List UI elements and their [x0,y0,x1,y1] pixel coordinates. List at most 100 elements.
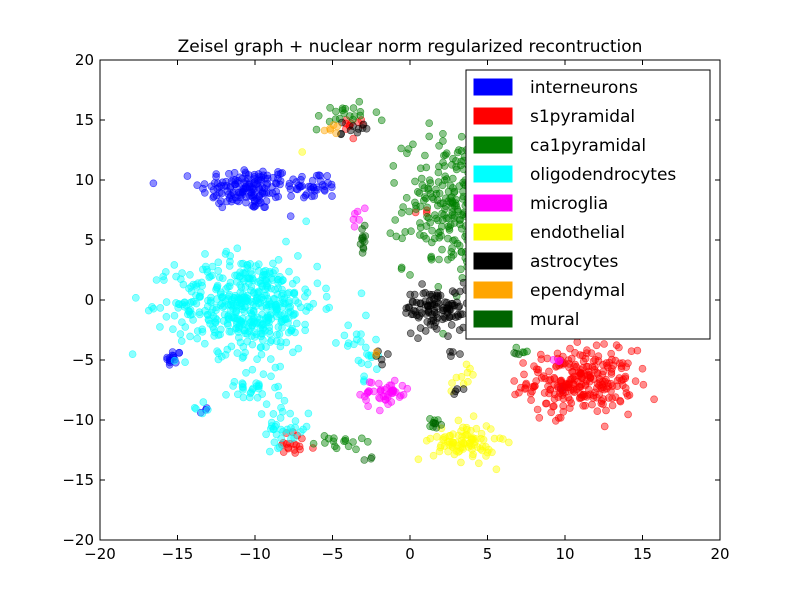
data-point [209,186,218,194]
data-point [409,310,418,319]
data-point [190,403,199,412]
data-point [218,203,227,212]
data-point [250,197,259,206]
data-point [423,317,432,326]
data-point [590,365,599,374]
data-point [275,330,284,339]
data-point [375,406,384,415]
data-point [227,342,236,351]
data-point [390,179,398,187]
data-point [444,234,452,243]
data-point [238,354,247,362]
data-point [274,255,283,264]
data-point [444,255,452,264]
data-point [376,386,385,395]
data-point [397,144,406,153]
data-point [445,440,453,449]
data-point [340,437,348,446]
data-point [583,346,591,355]
data-point [555,356,564,365]
data-point [280,315,289,324]
data-point [362,124,371,133]
data-point [215,188,224,197]
data-point [249,192,258,200]
data-point [431,419,440,428]
data-point [308,176,317,185]
data-point [566,375,575,384]
data-point [329,437,338,446]
data-point [233,349,242,357]
x-tick-label: 15 [633,545,652,563]
data-point [185,307,194,316]
data-point [192,299,201,308]
data-point [352,335,361,344]
legend-swatch [473,194,513,212]
data-point [198,409,207,418]
data-point [263,171,272,180]
data-point [444,332,452,341]
data-point [239,269,247,277]
data-point [224,321,232,330]
data-point [421,327,430,335]
data-point [581,401,590,410]
data-point [437,420,446,429]
legend-swatch [473,281,513,299]
data-point [463,368,472,377]
data-point [211,314,220,323]
legend-label: ca1pyramidal [530,136,646,156]
data-point [219,303,227,312]
data-point [454,303,463,312]
data-point [222,247,231,256]
data-point [416,299,425,308]
x-tick-label: 20 [710,545,729,563]
data-point [332,107,340,116]
data-point [445,437,454,446]
data-point [259,370,268,379]
data-point [592,341,601,350]
data-point [582,349,591,358]
data-point [458,211,466,219]
data-point [432,325,441,333]
data-point [294,252,302,260]
data-point [452,163,460,171]
data-point [241,268,250,277]
data-point [582,362,591,371]
data-point [488,448,496,457]
data-point [349,104,358,112]
data-point [272,420,281,429]
data-point [192,404,200,413]
y-tick-label: −15 [62,471,94,489]
data-point [377,355,386,364]
data-point [523,347,531,356]
data-point [607,387,615,395]
data-point [384,350,392,358]
data-point [625,391,634,399]
y-tick-label: 15 [75,111,94,129]
data-point [343,342,352,350]
data-point [362,396,370,404]
data-point [181,358,189,367]
y-tick-label: 10 [75,171,94,189]
data-point [433,314,442,322]
data-point [169,325,177,334]
x-tick-label: 10 [555,545,574,563]
data-point [261,326,269,335]
data-point [360,372,368,381]
data-point [435,447,444,456]
data-point [456,350,464,358]
data-point [340,331,349,340]
y-tick-label: 5 [84,231,94,249]
data-point [457,372,466,381]
data-point [617,376,626,385]
data-point [207,182,216,191]
data-point [576,370,585,378]
data-point [193,327,202,335]
data-point [234,390,242,399]
data-point [360,456,369,464]
data-point [550,373,559,382]
data-point [372,108,381,116]
legend-swatch [473,136,513,154]
data-point [569,385,577,393]
data-point [422,436,431,445]
